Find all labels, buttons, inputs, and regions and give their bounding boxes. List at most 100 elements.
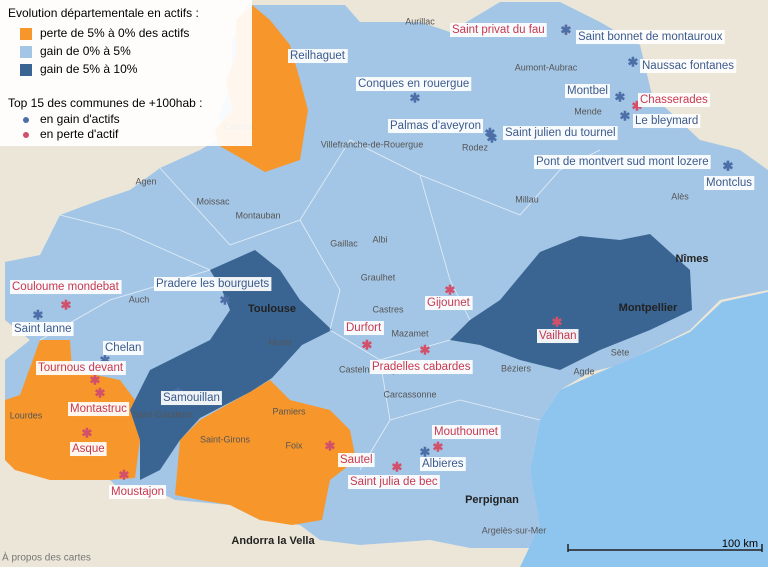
department (130, 250, 332, 480)
place-label: Montauban (235, 210, 280, 220)
place-label: Agen (135, 176, 156, 186)
label-bg (420, 457, 466, 472)
label-bg (432, 425, 501, 440)
commune-marker: ✱ (552, 314, 563, 329)
label-bg (450, 23, 547, 38)
label-bg (388, 119, 484, 134)
label-bg (534, 155, 711, 170)
place-label: Andorra la Vella (231, 535, 315, 547)
borders (39, 139, 601, 471)
label-bg (36, 361, 126, 376)
commune-label: Palmas d'aveyron (390, 120, 481, 132)
commune-label: Couloume mondebat (12, 281, 120, 293)
commune-label: Montclus (706, 177, 752, 189)
label-bg (12, 322, 74, 337)
commune-label: Gijounet (427, 297, 471, 309)
commune-marker: ✱ (420, 444, 431, 459)
place-label: Lourdes (10, 410, 43, 420)
place-label: Montpellier (619, 302, 678, 314)
legend-swatch (20, 28, 32, 40)
commune-label: Pont de montvert sud mont lozere (536, 156, 709, 168)
label-bg (638, 93, 711, 108)
commune-label: Saint julia de bec (350, 476, 438, 488)
legend-marker (23, 117, 29, 123)
commune-label: Reilhaguet (290, 50, 346, 62)
commune-marker: ✱ (90, 372, 101, 387)
label-bg (344, 321, 384, 336)
place-label: Rodez (462, 142, 489, 152)
department (450, 234, 692, 370)
commune-marker: ✱ (561, 22, 572, 37)
label-bg (370, 360, 473, 375)
commune-label: Moustajon (111, 486, 164, 498)
commune-marker: ✱ (485, 125, 496, 140)
place-label: Graulhet (361, 272, 396, 282)
legend-marker (23, 132, 29, 138)
place-label: Albi (372, 234, 387, 244)
label-bg (704, 176, 755, 191)
place-label: Aumont-Aubrac (515, 62, 578, 72)
place-label: Moissac (196, 196, 230, 206)
commune-marker: ✱ (445, 282, 456, 297)
place-label: Agde (573, 366, 594, 376)
label-bg (103, 341, 144, 356)
legend-title: Evolution départementale en actifs : (8, 6, 199, 20)
label-bg (356, 77, 472, 92)
place-label: Aurillac (405, 16, 435, 26)
commune-marker: ✱ (723, 158, 734, 173)
commune-label: Pradere les bourguets (156, 278, 269, 290)
commune-marker: ✱ (628, 54, 639, 69)
label-bg (288, 49, 348, 64)
label-bg (503, 126, 618, 141)
commune-marker: ✱ (33, 307, 44, 322)
commune-label: Saint bonnet de montauroux (578, 31, 723, 43)
label-bg (425, 296, 473, 311)
commune-label: Montastruc (70, 403, 127, 415)
commune-marker: ✱ (220, 292, 231, 307)
commune-label: Asque (72, 443, 105, 455)
commune-label: Samouillan (163, 392, 220, 404)
commune-label: Chasserades (640, 94, 708, 106)
sea (520, 292, 768, 567)
place-label: Alès (671, 191, 689, 201)
legend-label: gain de 0% à 5% (40, 44, 131, 58)
commune-label: Naussac fontanes (642, 60, 734, 72)
commune-marker: ✱ (119, 467, 130, 482)
commune-label: Le bleymard (635, 115, 698, 127)
label-bg (640, 59, 737, 74)
commune-marker: ✱ (620, 108, 631, 123)
label-bg (565, 84, 610, 99)
place-label: Millau (515, 194, 539, 204)
commune-marker: ✱ (723, 158, 734, 173)
label-bg (576, 30, 725, 45)
place-label: Mende (574, 106, 602, 116)
label-bg (70, 442, 107, 457)
place-label: Castelnaudary (339, 364, 398, 374)
commune-label: Albieres (422, 458, 464, 470)
department (175, 380, 356, 525)
place-label: Auch (129, 294, 150, 304)
commune-marker: ✱ (325, 438, 336, 453)
commune-label: Saint julien du tournel (505, 127, 616, 139)
commune-label: Tournous devant (38, 362, 124, 374)
label-bg (109, 485, 167, 500)
commune-marker: ✱ (561, 22, 572, 37)
commune-label: Saint lanne (14, 323, 72, 335)
place-label: Pamiers (272, 406, 306, 416)
commune-label: Saint privat du fau (452, 24, 545, 36)
commune-label: Conques en rouergue (358, 78, 469, 90)
legend-swatch (20, 46, 32, 58)
place-label: Saint-Gaudens (132, 409, 193, 419)
legend-box (0, 0, 252, 146)
commune-marker: ✱ (392, 459, 403, 474)
commune-label: Durfort (346, 322, 382, 334)
footer-link[interactable]: À propos des cartes (2, 551, 91, 564)
legend-label: gain de 5% à 10% (40, 62, 138, 76)
place-label: Nîmes (675, 253, 708, 265)
commune-label: Sautel (340, 454, 373, 466)
legend-swatch (20, 64, 32, 76)
place-label: Mazamet (391, 328, 429, 338)
label-bg (154, 277, 272, 292)
border (159, 139, 601, 246)
legend-label: perte de 5% à 0% des actifs (40, 26, 189, 40)
